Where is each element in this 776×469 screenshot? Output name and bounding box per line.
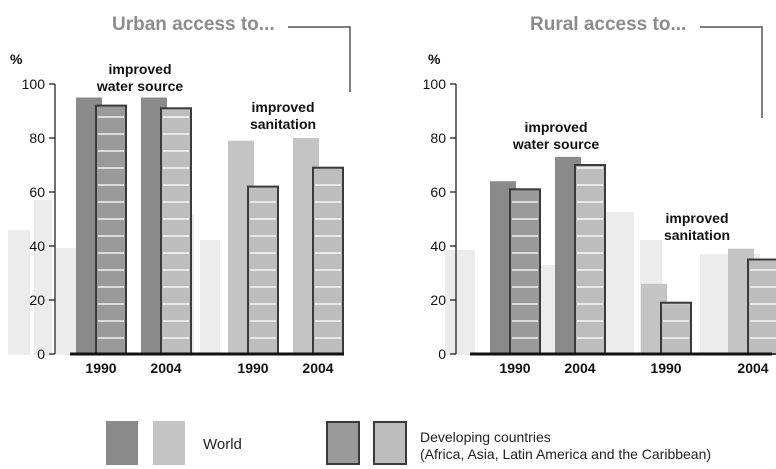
background-silhouette bbox=[34, 200, 52, 355]
rural-y-tick-label: 80 bbox=[430, 130, 446, 146]
legend: World Developing countries (Africa, Asia… bbox=[106, 421, 711, 465]
urban-y-axis-label: % bbox=[10, 51, 23, 67]
urban-x-tick-label: 1990 bbox=[237, 360, 268, 376]
legend-swatch-developing-light bbox=[373, 421, 407, 465]
urban-bar-developing-stripes bbox=[98, 107, 124, 354]
rural-group-label-sanitation: improved sanitation bbox=[664, 210, 730, 243]
urban-x-tick-label: 1990 bbox=[85, 360, 116, 376]
urban-x-tick-labels: 1990 2004 1990 2004 bbox=[85, 360, 333, 376]
rural-group-label-water: improved water source bbox=[512, 119, 600, 152]
rural-bar-developing-stripes bbox=[577, 167, 603, 354]
legend-swatch-world-light bbox=[153, 421, 185, 465]
urban-panel: Urban access to... % 0 20 40 60 80 100 1990 20… bbox=[10, 14, 351, 376]
urban-x-tick-label: 2004 bbox=[150, 360, 181, 376]
rural-bars bbox=[470, 156, 776, 356]
legend-swatch-developing-dark bbox=[326, 421, 360, 465]
urban-y-tick-label: 80 bbox=[29, 130, 45, 146]
urban-title-connector bbox=[288, 26, 351, 92]
urban-group-label-water: improved water source bbox=[96, 61, 184, 94]
urban-chart-title: Urban access to... bbox=[112, 14, 275, 35]
background-silhouette bbox=[445, 250, 475, 355]
background-silhouette bbox=[8, 230, 30, 355]
urban-bar-developing-stripes bbox=[315, 169, 341, 354]
rural-x-tick-label: 2004 bbox=[737, 360, 768, 376]
urban-y-tick-label: 100 bbox=[22, 76, 46, 92]
rural-x-tick-label: 1990 bbox=[650, 360, 681, 376]
urban-bar-developing-stripes bbox=[250, 188, 276, 354]
rural-title-connector bbox=[700, 26, 763, 118]
rural-chart-title: Rural access to... bbox=[530, 14, 686, 35]
rural-y-axis: 0 20 40 60 80 100 bbox=[423, 76, 457, 362]
rural-group-label-water-line1: improved bbox=[524, 119, 587, 135]
urban-y-tick-label: 40 bbox=[29, 238, 45, 254]
rural-bar-developing-stripes bbox=[512, 191, 538, 354]
rural-panel: Rural access to... % 0 20 40 60 80 100 1990 20… bbox=[423, 14, 776, 376]
rural-y-tick-label: 60 bbox=[430, 184, 446, 200]
rural-y-tick-label: 40 bbox=[430, 238, 446, 254]
urban-bars bbox=[70, 97, 344, 356]
urban-bar-developing-stripes bbox=[163, 110, 189, 354]
urban-y-tick-label: 0 bbox=[37, 346, 45, 362]
rural-y-tick-label: 100 bbox=[423, 76, 447, 92]
urban-y-axis: 0 20 40 60 80 100 bbox=[22, 76, 56, 362]
urban-y-tick-label: 20 bbox=[29, 292, 45, 308]
rural-bar-developing-stripes bbox=[750, 261, 776, 354]
urban-y-tick-label: 60 bbox=[29, 184, 45, 200]
rural-x-tick-label: 1990 bbox=[499, 360, 530, 376]
rural-x-tick-label: 2004 bbox=[564, 360, 595, 376]
urban-group-label-sanitation: improved sanitation bbox=[250, 99, 316, 132]
rural-y-tick-label: 20 bbox=[430, 292, 446, 308]
rural-bar-developing-stripes bbox=[663, 304, 689, 354]
legend-label-developing-line1: Developing countries bbox=[420, 429, 551, 445]
urban-group-label-sanitation-line2: sanitation bbox=[250, 116, 316, 132]
legend-label-developing-line2: (Africa, Asia, Latin America and the Car… bbox=[420, 446, 711, 462]
rural-group-label-sanitation-line2: sanitation bbox=[664, 227, 730, 243]
rural-y-axis-label: % bbox=[428, 51, 441, 67]
rural-group-label-sanitation-line1: improved bbox=[665, 210, 728, 226]
rural-y-tick-label: 0 bbox=[438, 346, 446, 362]
urban-x-tick-label: 2004 bbox=[302, 360, 333, 376]
urban-group-label-water-line2: water source bbox=[96, 78, 184, 94]
legend-swatch-world-dark bbox=[106, 421, 138, 465]
rural-group-label-water-line2: water source bbox=[512, 136, 600, 152]
legend-label-world: World bbox=[203, 436, 242, 453]
rural-x-tick-labels: 1990 2004 1990 2004 bbox=[499, 360, 768, 376]
background-silhouette bbox=[200, 240, 220, 355]
urban-group-label-sanitation-line1: improved bbox=[251, 99, 314, 115]
urban-group-label-water-line1: improved bbox=[108, 61, 171, 77]
